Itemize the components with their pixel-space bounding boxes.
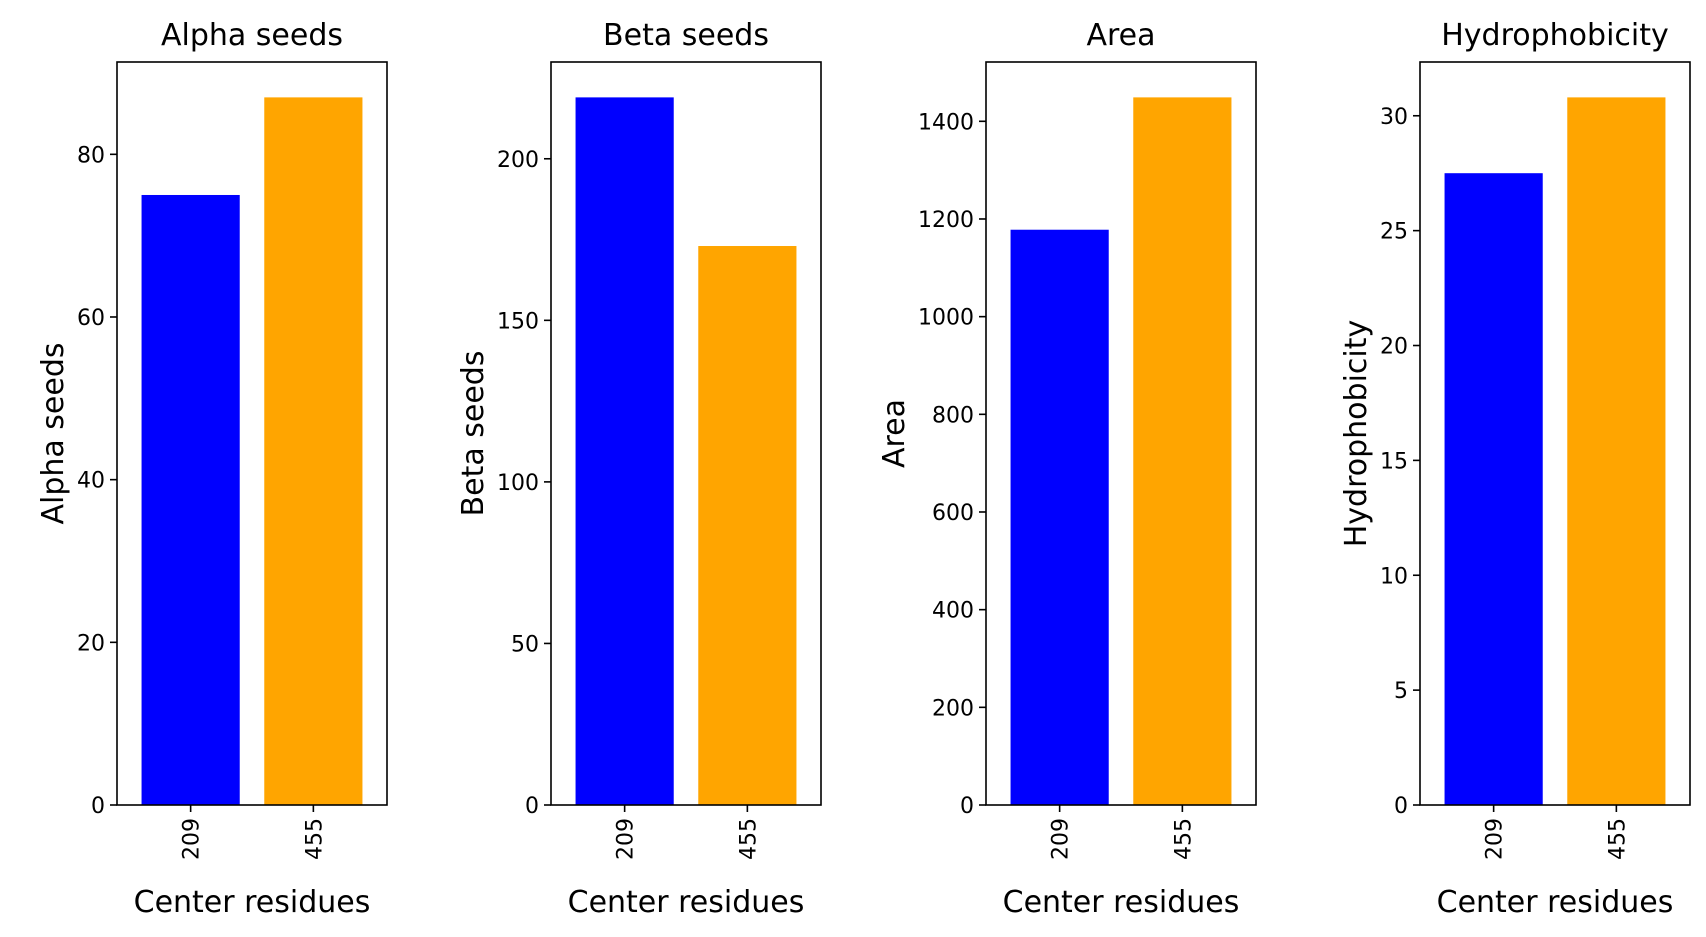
y-tick-label: 20 (77, 631, 105, 656)
x-tick-label-455: 455 (736, 818, 761, 860)
chart-panel-2: 0 200 400 600 800 1000 1200 1400 209 455 Area Cente… (877, 18, 1257, 920)
y-tick-label: 1400 (918, 110, 974, 135)
y-tick-label: 15 (1380, 449, 1408, 474)
x-tick-label-455: 455 (302, 818, 327, 860)
bar-209 (1444, 173, 1543, 805)
y-tick-label: 200 (497, 148, 539, 173)
y-tick-label: 1000 (918, 306, 974, 331)
chart-panel-1: 0 50 100 150 200 209 455 Beta seeds Center resid… (456, 18, 822, 920)
y-tick-label: 200 (932, 696, 974, 721)
x-axis-label: Center residues (134, 885, 371, 920)
y-tick-label: 25 (1380, 220, 1408, 245)
y-tick-label: 30 (1380, 105, 1408, 130)
y-tick-label: 0 (91, 794, 105, 819)
x-tick-label-209: 209 (180, 818, 205, 860)
panel-title: Area (1086, 18, 1155, 53)
y-tick-label: 50 (511, 632, 539, 657)
y-tick-label: 1200 (918, 208, 974, 233)
bar-455 (1133, 97, 1232, 805)
axes-frame (550, 61, 822, 806)
bar-209 (575, 97, 674, 805)
y-axis-label: Alpha seeds (36, 342, 71, 524)
y-tick-label: 100 (497, 471, 539, 496)
bar-455 (698, 246, 797, 805)
y-tick-label: 10 (1380, 564, 1408, 589)
y-tick-label: 150 (497, 309, 539, 334)
chart-panel-0: 0 20 40 60 80 209 455 Alpha seeds Center residue… (36, 18, 388, 920)
bar-209 (1010, 229, 1109, 806)
y-tick-label: 20 (1380, 335, 1408, 360)
y-tick-label: 0 (1394, 794, 1408, 819)
x-axis-label: Center residues (1437, 885, 1674, 920)
y-tick-label: 80 (77, 143, 105, 168)
y-axis-label: Hydrophobicity (1339, 320, 1374, 548)
panel-title: Hydrophobicity (1441, 18, 1669, 53)
panel-title: Alpha seeds (161, 18, 343, 53)
y-tick-label: 600 (932, 501, 974, 526)
x-tick-label-455: 455 (1171, 818, 1196, 860)
y-tick-label: 5 (1394, 679, 1408, 704)
y-tick-label: 800 (932, 403, 974, 428)
bar-455 (264, 97, 363, 805)
x-tick-label-209: 209 (614, 818, 639, 860)
y-tick-label: 0 (960, 794, 974, 819)
y-axis-label: Area (877, 399, 912, 468)
panel-title: Beta seeds (603, 18, 769, 53)
axes-frame (1419, 61, 1691, 806)
x-axis-label: Center residues (1003, 885, 1240, 920)
y-tick-label: 60 (77, 306, 105, 331)
chart-panel-3: 0 5 10 15 20 25 30 209 455 Hydrophobicity Center r… (1339, 18, 1691, 920)
x-tick-label-209: 209 (1483, 818, 1508, 860)
x-tick-label-209: 209 (1049, 818, 1074, 860)
y-tick-label: 0 (525, 794, 539, 819)
bar-209 (141, 194, 240, 806)
axes-frame (116, 61, 388, 806)
x-axis-label: Center residues (568, 885, 805, 920)
y-tick-label: 40 (77, 469, 105, 494)
y-axis-label: Beta seeds (456, 351, 491, 517)
axes-frame (985, 61, 1257, 806)
y-tick-label: 400 (932, 599, 974, 624)
bar-455 (1567, 97, 1666, 805)
x-tick-label-455: 455 (1605, 818, 1630, 860)
